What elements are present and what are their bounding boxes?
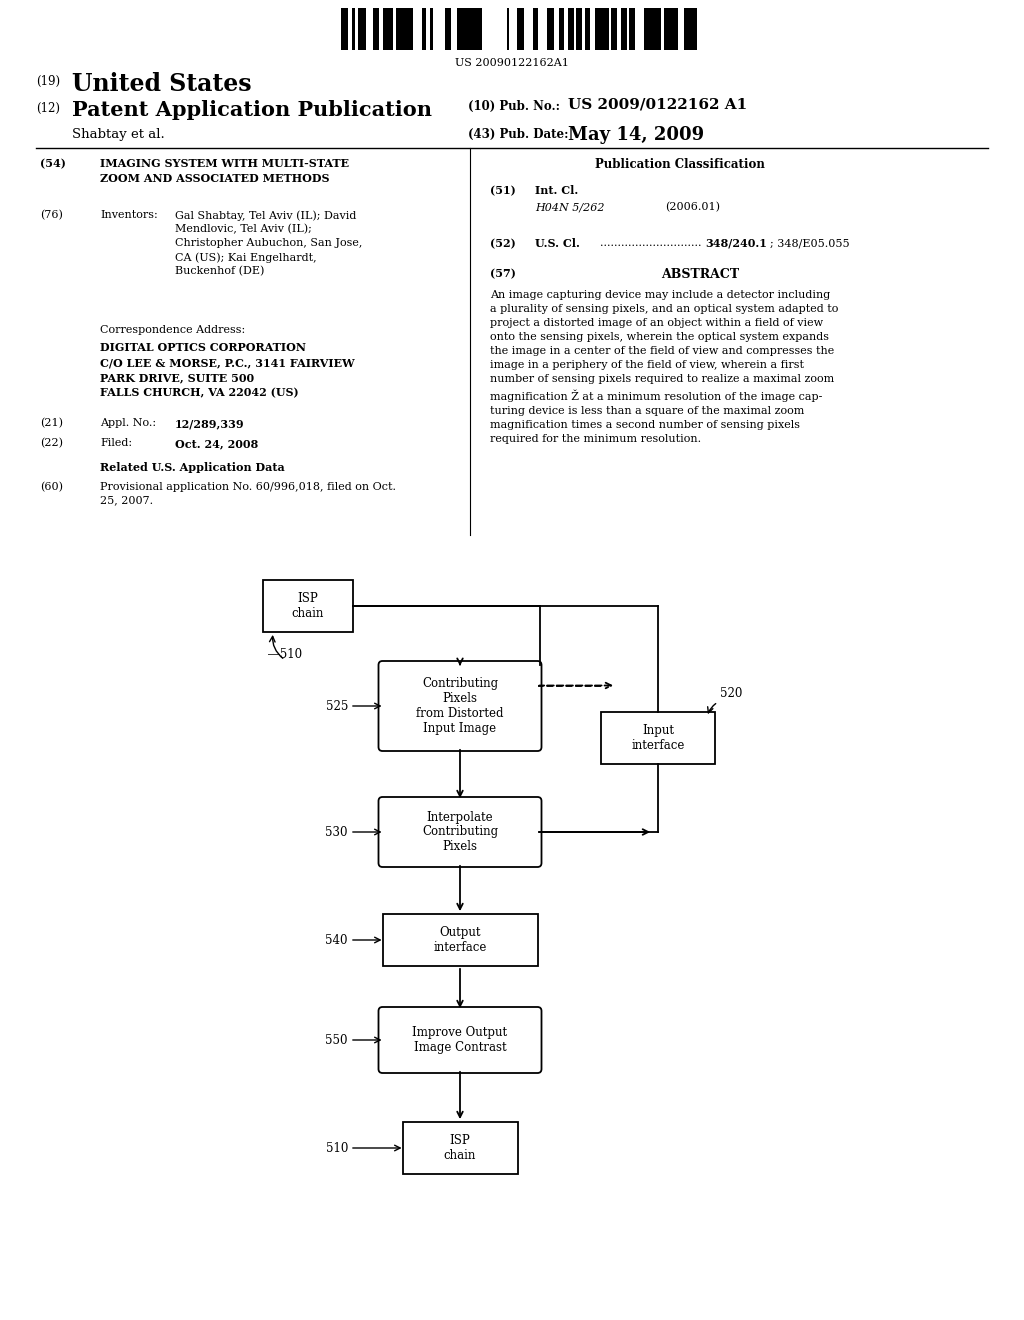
- Text: (19): (19): [36, 75, 60, 88]
- Bar: [601, 711, 715, 764]
- FancyBboxPatch shape: [379, 1007, 542, 1073]
- Text: (12): (12): [36, 102, 60, 115]
- Text: U.S. Cl.: U.S. Cl.: [535, 238, 580, 249]
- Text: (43) Pub. Date:: (43) Pub. Date:: [468, 128, 568, 141]
- Text: 550: 550: [326, 1034, 348, 1047]
- Text: Filed:: Filed:: [100, 438, 132, 447]
- Text: Input
interface: Input interface: [632, 723, 685, 752]
- Text: US 20090122162A1: US 20090122162A1: [455, 58, 569, 69]
- Text: US 2009/0122162 A1: US 2009/0122162 A1: [568, 98, 748, 112]
- Text: Contributing
Pixels
from Distorted
Input Image: Contributing Pixels from Distorted Input…: [416, 677, 504, 735]
- Text: 510: 510: [326, 1142, 348, 1155]
- Text: .............................: .............................: [600, 238, 701, 248]
- Text: Shabtay et al.: Shabtay et al.: [72, 128, 165, 141]
- Text: (57): (57): [490, 268, 516, 279]
- Text: Related U.S. Application Data: Related U.S. Application Data: [100, 462, 285, 473]
- Text: IMAGING SYSTEM WITH MULTI-STATE
ZOOM AND ASSOCIATED METHODS: IMAGING SYSTEM WITH MULTI-STATE ZOOM AND…: [100, 158, 349, 185]
- Text: 525: 525: [326, 700, 348, 713]
- Text: (76): (76): [40, 210, 62, 220]
- Text: United States: United States: [72, 73, 252, 96]
- Text: Publication Classification: Publication Classification: [595, 158, 765, 172]
- Bar: [383, 913, 538, 966]
- Text: 540: 540: [326, 933, 348, 946]
- Text: Gal Shabtay, Tel Aviv (IL); David
Mendlovic, Tel Aviv (IL);
Christopher Aubuchon: Gal Shabtay, Tel Aviv (IL); David Mendlo…: [175, 210, 362, 277]
- Text: Provisional application No. 60/996,018, filed on Oct.
25, 2007.: Provisional application No. 60/996,018, …: [100, 482, 396, 506]
- Text: H04N 5/262: H04N 5/262: [535, 202, 604, 213]
- Text: Inventors:: Inventors:: [100, 210, 158, 220]
- FancyBboxPatch shape: [379, 661, 542, 751]
- Bar: [263, 579, 353, 632]
- Text: 530: 530: [326, 825, 348, 838]
- Text: (2006.01): (2006.01): [666, 202, 721, 213]
- Text: ; 348/E05.055: ; 348/E05.055: [770, 238, 850, 248]
- Text: Int. Cl.: Int. Cl.: [535, 185, 579, 195]
- Text: (60): (60): [40, 482, 63, 492]
- Text: 12/289,339: 12/289,339: [175, 418, 245, 429]
- Bar: [402, 1122, 517, 1173]
- Text: An image capturing device may include a detector including
a plurality of sensin: An image capturing device may include a …: [490, 290, 839, 444]
- Text: Correspondence Address:: Correspondence Address:: [100, 325, 246, 335]
- Text: ―510: ―510: [268, 648, 302, 661]
- Text: (51): (51): [490, 185, 516, 195]
- Text: (21): (21): [40, 418, 63, 428]
- Text: Appl. No.:: Appl. No.:: [100, 418, 156, 428]
- Text: ABSTRACT: ABSTRACT: [660, 268, 739, 281]
- Text: May 14, 2009: May 14, 2009: [568, 125, 705, 144]
- Text: Oct. 24, 2008: Oct. 24, 2008: [175, 438, 258, 449]
- Text: Patent Application Publication: Patent Application Publication: [72, 100, 432, 120]
- Text: DIGITAL OPTICS CORPORATION
C/O LEE & MORSE, P.C., 3141 FAIRVIEW
PARK DRIVE, SUIT: DIGITAL OPTICS CORPORATION C/O LEE & MOR…: [100, 342, 354, 399]
- Text: 520: 520: [720, 686, 742, 700]
- Text: (10) Pub. No.:: (10) Pub. No.:: [468, 100, 560, 114]
- Text: (54): (54): [40, 158, 66, 169]
- Text: Output
interface: Output interface: [433, 927, 486, 954]
- Text: ISP
chain: ISP chain: [292, 591, 325, 620]
- Text: 348/240.1: 348/240.1: [705, 238, 767, 249]
- Text: (22): (22): [40, 438, 63, 449]
- Text: (52): (52): [490, 238, 516, 249]
- Text: Interpolate
Contributing
Pixels: Interpolate Contributing Pixels: [422, 810, 498, 854]
- Text: ISP
chain: ISP chain: [443, 1134, 476, 1162]
- FancyBboxPatch shape: [379, 797, 542, 867]
- Text: Improve Output
Image Contrast: Improve Output Image Contrast: [413, 1026, 508, 1053]
